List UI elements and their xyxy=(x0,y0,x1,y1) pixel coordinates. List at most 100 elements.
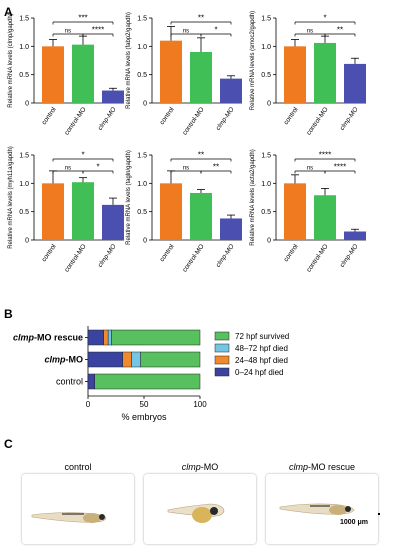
image-title-clmp-mo-rest: -MO xyxy=(200,462,219,472)
significance-label: * xyxy=(214,26,217,35)
y-axis-label: Relative mRNA levels (fabp2/gapdh) xyxy=(126,12,132,109)
bar-chart-a1: 0 0.5 1.0 1.5 Relative mRNA levels (clmp/gap… xyxy=(8,13,124,136)
image-title-control: control xyxy=(22,462,134,472)
significance-label: ns xyxy=(307,29,313,35)
zebrafish-larva-rescue-image xyxy=(279,503,355,515)
survival-stacked-chart: 0 50 100 % embryos clmp-MO rescue clmp-MO cont… xyxy=(13,326,289,422)
x-tick-label: control xyxy=(283,106,300,126)
stacked-segment xyxy=(87,373,95,390)
y-tick-label: 0.5 xyxy=(137,72,147,79)
significance-label: ** xyxy=(213,163,219,172)
legend-label: 72 hpf survived xyxy=(235,332,289,341)
y-tick-label: 0 xyxy=(25,101,29,108)
y-tick-label: 1.0 xyxy=(261,44,271,51)
stacked-segment xyxy=(103,329,109,346)
y-tick-label: 1.0 xyxy=(19,181,29,188)
stacked-segment xyxy=(111,329,201,346)
bar-control xyxy=(160,183,182,240)
zebrafish-larva-clmp-mo-image xyxy=(167,503,225,523)
stacked-segment xyxy=(140,351,201,368)
scale-bar-label: 1000 μm xyxy=(340,519,369,526)
legend-label: 48–72 hpf died xyxy=(235,344,288,353)
image-title-clmp-mo-italic: clmp xyxy=(181,462,201,472)
y-tick-label: 1.0 xyxy=(261,181,271,188)
bar-chart-a4: 0 0.5 1.0 1.5 Relative mRNA levels (myh11a/g… xyxy=(8,146,124,273)
stacked-segment xyxy=(94,373,201,390)
bar-control xyxy=(284,183,306,240)
bar-control-mo xyxy=(314,42,336,103)
significance-label: ** xyxy=(337,26,343,35)
y-axis-label: Relative mRNA levels (clmp/gapdh) xyxy=(8,13,14,107)
significance-label: **** xyxy=(319,151,331,160)
embryo-photo-clmp-mo xyxy=(144,474,256,544)
panel-label-c: C xyxy=(4,437,13,451)
significance-label: * xyxy=(96,163,99,172)
embryo-photo-clmp-mo-rescue xyxy=(266,474,378,544)
x-tick-label: control xyxy=(41,106,58,126)
stacked-segment xyxy=(122,351,132,368)
bar-control-mo xyxy=(190,192,212,240)
y-axis-label: Relative mRNA levels (tagln/gapdh) xyxy=(126,150,132,245)
bar-control-mo xyxy=(314,195,336,240)
legend-swatch xyxy=(214,355,230,365)
x-tick-label: control xyxy=(41,243,58,263)
significance-label: ns xyxy=(307,166,313,172)
significance-label: ** xyxy=(198,14,204,23)
y-tick-label: 1.5 xyxy=(19,16,29,23)
y-tick-label: clmp-MO xyxy=(44,355,83,365)
y-tick-label: 0.5 xyxy=(261,72,271,79)
bar-clmp-mo xyxy=(344,63,366,103)
panel-label-b: B xyxy=(4,307,13,321)
legend-label: 24–48 hpf died xyxy=(235,356,288,365)
y-tick-label: 1.5 xyxy=(261,16,271,23)
bar-clmp-mo xyxy=(344,231,366,240)
bar-control xyxy=(160,40,182,103)
bar-chart-a2: 0 0.5 1.0 1.5 Relative mRNA levels (fabp2/ga… xyxy=(126,12,242,136)
significance-label: ns xyxy=(183,29,189,35)
bar-control-mo xyxy=(72,182,94,240)
bar-control xyxy=(42,46,64,103)
x-tick-label: clmp-MO xyxy=(215,106,236,132)
y-tick-label: 0 xyxy=(267,238,271,245)
significance-label: ns xyxy=(65,29,71,35)
x-tick-label: clmp-MO xyxy=(215,243,236,269)
y-axis-label: Relative mRNA levels (acta2/gapdh) xyxy=(250,149,256,245)
x-tick-label: control-MO xyxy=(63,106,87,136)
bar-chart-a3: 0 0.5 1.0 1.5 Relative mRNA levels (smoc2/ga… xyxy=(250,11,366,136)
significance-label: **** xyxy=(92,26,104,35)
image-title-rescue-rest: -MO rescue xyxy=(308,462,356,472)
x-tick-label: clmp-MO xyxy=(339,243,360,269)
stacked-segment xyxy=(131,351,141,368)
stacked-segment xyxy=(107,329,112,346)
y-tick-label: 0 xyxy=(267,101,271,108)
zebrafish-larva-control-image xyxy=(31,512,107,523)
y-tick-label: 1.0 xyxy=(19,44,29,51)
y-tick-label: 0.5 xyxy=(19,72,29,79)
y-tick-label: 1.5 xyxy=(137,153,147,160)
y-tick-label: 0 xyxy=(25,238,29,245)
image-title-rescue-italic: clmp xyxy=(288,462,308,472)
y-tick-label: 1.5 xyxy=(137,16,147,23)
y-tick-label: 0.5 xyxy=(19,209,29,216)
y-axis-label: Relative mRNA levels (smoc2/gapdh) xyxy=(250,11,256,110)
y-tick-label: 0.5 xyxy=(261,209,271,216)
y-tick-label: 0.5 xyxy=(137,209,147,216)
mrna-bar-charts: 0 0.5 1.0 1.5 Relative mRNA levels (clmp/gap… xyxy=(8,11,366,273)
x-tick-label: 100 xyxy=(193,400,207,409)
y-tick-label: 1.0 xyxy=(137,44,147,51)
bar-clmp-mo xyxy=(102,204,124,240)
legend-swatch xyxy=(214,331,230,341)
significance-label: ** xyxy=(198,151,204,160)
bar-chart-a6: 0 0.5 1.0 1.5 Relative mRNA levels (acta2/ga… xyxy=(250,149,366,273)
bar-clmp-mo xyxy=(102,90,124,103)
y-tick-label: 0 xyxy=(143,238,147,245)
x-tick-label: control-MO xyxy=(181,243,205,273)
x-tick-label: clmp-MO xyxy=(339,106,360,132)
y-tick-label: 0 xyxy=(143,101,147,108)
x-tick-label: control-MO xyxy=(181,106,205,136)
bar-control xyxy=(42,183,64,240)
stacked-segment xyxy=(87,351,123,368)
y-tick-label: clmp-MO rescue xyxy=(13,333,83,343)
image-title-clmp-mo-rescue: clmp-MO rescue xyxy=(266,462,378,472)
